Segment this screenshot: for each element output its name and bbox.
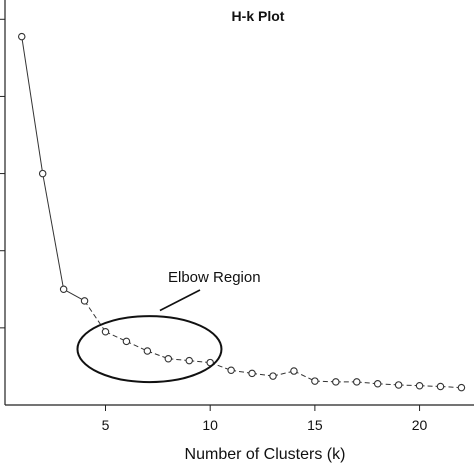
series-segment [84, 300, 106, 332]
data-point [101, 327, 110, 336]
data-point [373, 380, 382, 388]
annotation-pointer-line [159, 289, 201, 312]
data-point [164, 354, 173, 363]
series-segment [293, 370, 316, 382]
series-segment [21, 36, 44, 174]
series-segment [42, 173, 65, 290]
data-point [436, 382, 445, 391]
x-tick-label: 10 [202, 417, 218, 433]
elbow-region-label: Elbow Region [168, 269, 261, 286]
data-point [143, 347, 152, 355]
data-point [185, 356, 194, 365]
data-point [80, 297, 89, 305]
data-point [17, 32, 26, 41]
data-point [38, 169, 47, 178]
data-point [290, 367, 298, 375]
data-point [415, 381, 424, 390]
series-segment [126, 340, 148, 352]
data-point [59, 285, 68, 294]
series-segment [105, 331, 127, 342]
x-tick-label: 20 [412, 417, 428, 433]
series-segment [63, 288, 85, 302]
data-point [248, 369, 256, 378]
x-tick-label: 5 [102, 417, 110, 433]
data-point [269, 372, 277, 380]
data-point [352, 378, 361, 386]
x-tick-label: 15 [307, 417, 323, 433]
data-point [311, 377, 319, 385]
elbow-region-ellipse [76, 315, 223, 384]
data-point [394, 381, 403, 389]
data-point [332, 378, 340, 386]
data-point [457, 383, 466, 392]
chart-title: H-k Plot [232, 8, 285, 24]
data-point [227, 366, 235, 375]
data-point [122, 337, 131, 346]
x-axis-label: Number of Clusters (k) [185, 446, 346, 463]
